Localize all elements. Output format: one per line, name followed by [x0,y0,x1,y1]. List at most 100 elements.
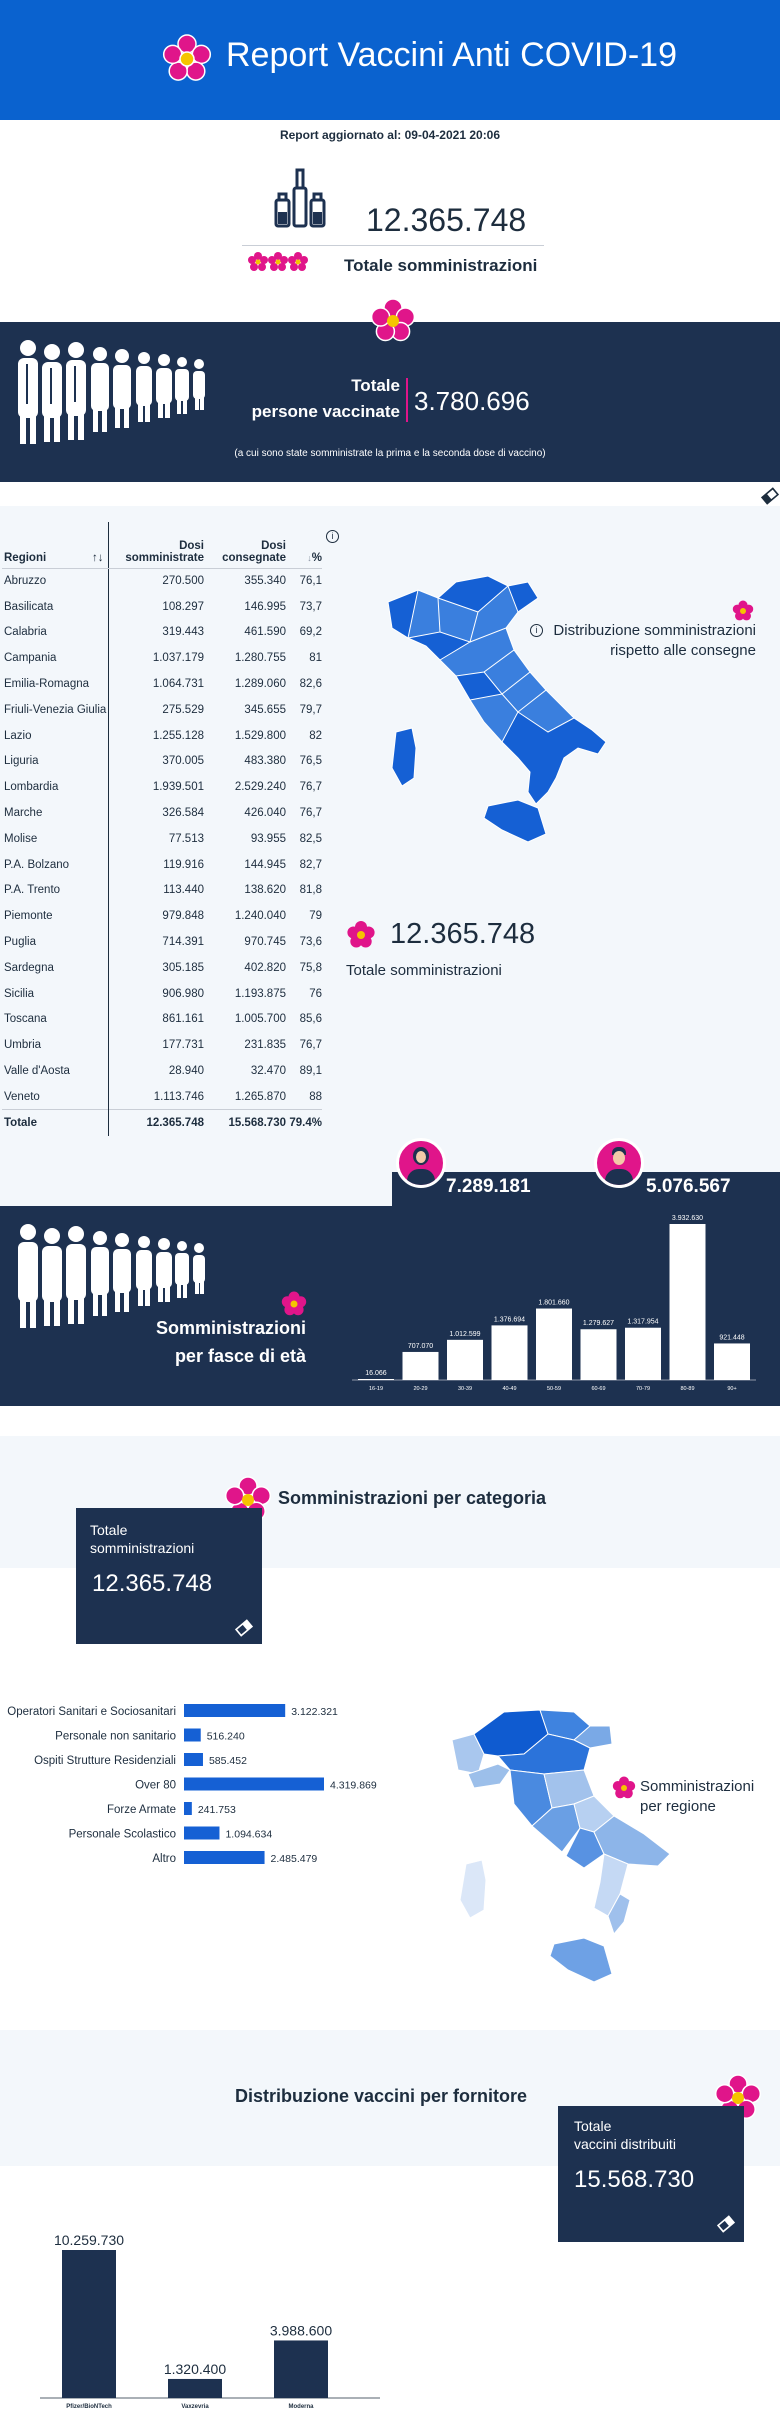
dosi-somministrate: 119.916 [163,858,204,871]
total-somministrazioni-label: Totale somministrazioni [344,256,538,275]
table-total-row: Totale 12.365.748 15.568.730 79.4% [2,1109,322,1136]
percent: 79,7 [299,703,322,716]
bar-fornitore[interactable] [62,2250,116,2398]
category-tick-label: Moderna [288,2404,314,2410]
bar-fascia-20-29[interactable] [402,1351,439,1380]
region-name: Piemonte [2,903,109,930]
vaccine-vials-icon [274,168,326,228]
eraser-icon[interactable] [716,2214,736,2234]
header-label: somministrate [125,551,204,564]
eraser-icon[interactable] [760,486,780,506]
dosi-somministrate: 270.500 [162,575,204,588]
map2-title-line1: Somministrazioni [640,1778,755,1795]
table-row[interactable]: Campania 1.037.179 1.280.755 81 [2,645,322,672]
bar-value-label: 1.317.954 [627,1319,658,1326]
category-label: Personale non sanitario [55,1731,176,1743]
dosi-consegnate: 1.240.040 [234,910,286,923]
categoria-total-box [76,1508,262,1644]
bar-categoria[interactable] [184,1777,324,1791]
bar-fascia-30-39[interactable] [447,1339,483,1380]
accent-divider [406,378,408,422]
table-row[interactable]: P.A. Trento 113.440 138.620 81,8 [2,877,322,904]
bar-categoria[interactable] [184,1753,203,1766]
region-name: Valle d'Aosta [2,1058,109,1084]
table-row[interactable]: Toscana 861.161 1.005.700 85,6 [2,1006,322,1033]
table-row[interactable]: Liguria 370.005 483.380 76,5 [2,748,322,775]
category-tick-label: 90+ [727,1386,736,1392]
percent: 76,7 [299,1039,322,1052]
italy-map-distribution[interactable] [378,572,608,846]
table-row[interactable]: Piemonte 979.848 1.240.040 79 [2,903,322,930]
dosi-somministrate: 28.940 [168,1065,204,1078]
table-row[interactable]: Calabria 319.443 461.590 69,2 [2,619,322,646]
sort-icon[interactable]: ↓ [307,552,312,563]
table-row[interactable]: Abruzzo 270.500 355.340 76,1 [2,568,322,594]
sort-icon[interactable]: ↑↓ [92,551,104,564]
bar-value-label: 1.094.634 [225,1829,272,1841]
header-percent[interactable]: ↓% [286,522,322,569]
bar-categoria[interactable] [184,1728,201,1742]
bar-fascia-60-69[interactable] [580,1329,617,1380]
percent: 76,7 [299,807,322,820]
table-row[interactable]: Friuli-Venezia Giulia 275.529 345.655 79,7 [2,696,322,723]
table-row[interactable]: Sardegna 305.185 402.820 75,8 [2,954,322,981]
region-name: Basilicata [2,593,109,620]
table-row[interactable]: Puglia 714.391 970.745 73,6 [2,929,322,955]
bar-categoria[interactable] [184,1851,265,1864]
bar-fascia-80-89[interactable] [669,1224,706,1380]
table-row[interactable]: Basilicata 108.297 146.995 73,7 [2,593,322,620]
bar-categoria[interactable] [184,1826,220,1840]
table-row[interactable]: Marche 326.584 426.040 76,7 [2,800,322,826]
gender-band [392,1172,780,1208]
bar-fascia-50-59[interactable] [536,1308,572,1380]
table-row[interactable]: Emilia-Romagna 1.064.731 1.289.060 82,6 [2,671,322,697]
dosi-consegnate: 1.265.870 [234,1090,286,1103]
dosi-consegnate: 231.835 [244,1039,286,1052]
region-name: Friuli-Venezia Giulia [2,696,109,723]
eraser-icon[interactable] [234,1618,254,1638]
info-icon[interactable]: i [530,624,543,637]
region-name: Sardegna [2,954,109,981]
table-header-row: Regioni ↑↓ Dosi somministrate Dosi consegn… [2,522,322,569]
region-name: Toscana [2,1006,109,1033]
bar-categoria[interactable] [184,1704,286,1717]
table-row[interactable]: Lazio 1.255.128 1.529.800 82 [2,722,322,749]
bar-fascia-70-79[interactable] [625,1327,661,1380]
bar-fascia-90+[interactable] [714,1343,750,1380]
vaccinated-label-line2: persone vaccinate [251,402,400,421]
header-regioni[interactable]: Regioni ↑↓ [2,522,109,569]
table-row[interactable]: Molise 77.513 93.955 82,5 [2,825,322,852]
flower-icons-row [248,252,308,271]
region-name: Umbria [2,1032,109,1059]
region-name: Marche [2,800,109,826]
header-dosi-consegnate[interactable]: Dosi consegnate [204,522,286,569]
bar-fascia-40-49[interactable] [491,1325,528,1380]
vaccinated-label-line1: Totale [351,376,400,395]
table-row[interactable]: Veneto 1.113.746 1.265.870 88 [2,1083,322,1110]
dosi-somministrate: 1.064.731 [152,678,204,691]
bar-value-label: 921.448 [719,1334,744,1341]
italy-map-regions[interactable] [444,1704,680,1988]
category-tick-label: Vaxzevria [181,2404,209,2410]
map1-title-line2: rispetto alle consegne [610,642,756,659]
dosi-consegnate: 483.380 [244,755,286,768]
bar-fascia-16-19[interactable] [358,1379,394,1380]
table-row[interactable]: P.A. Bolzano 119.916 144.945 82,7 [2,851,322,878]
bar-fornitore[interactable] [168,2378,222,2398]
header-label: Dosi [179,539,204,552]
percent: 82,6 [299,678,322,691]
header-label: consegnate [222,551,286,564]
bar-fornitore[interactable] [274,2340,328,2398]
table-row[interactable]: Umbria 177.731 231.835 76,7 [2,1032,322,1059]
table-row[interactable]: Lombardia 1.939.501 2.529.240 76,7 [2,774,322,801]
table-row[interactable]: Sicilia 906.980 1.193.875 76 [2,980,322,1007]
percent: 81,8 [299,884,322,897]
header-dosi-somministrate[interactable]: Dosi somministrate [108,522,204,569]
vaccinated-note: (a cui sono state somministrate la prima… [234,448,546,459]
bar-value-label: 241.753 [198,1804,236,1816]
dosi-somministrate: 714.391 [162,936,204,949]
info-icon[interactable]: i [326,530,339,543]
bar-value-label: 1.801.660 [538,1300,569,1307]
bar-categoria[interactable] [184,1802,192,1815]
table-row[interactable]: Valle d'Aosta 28.940 32.470 89,1 [2,1058,322,1084]
